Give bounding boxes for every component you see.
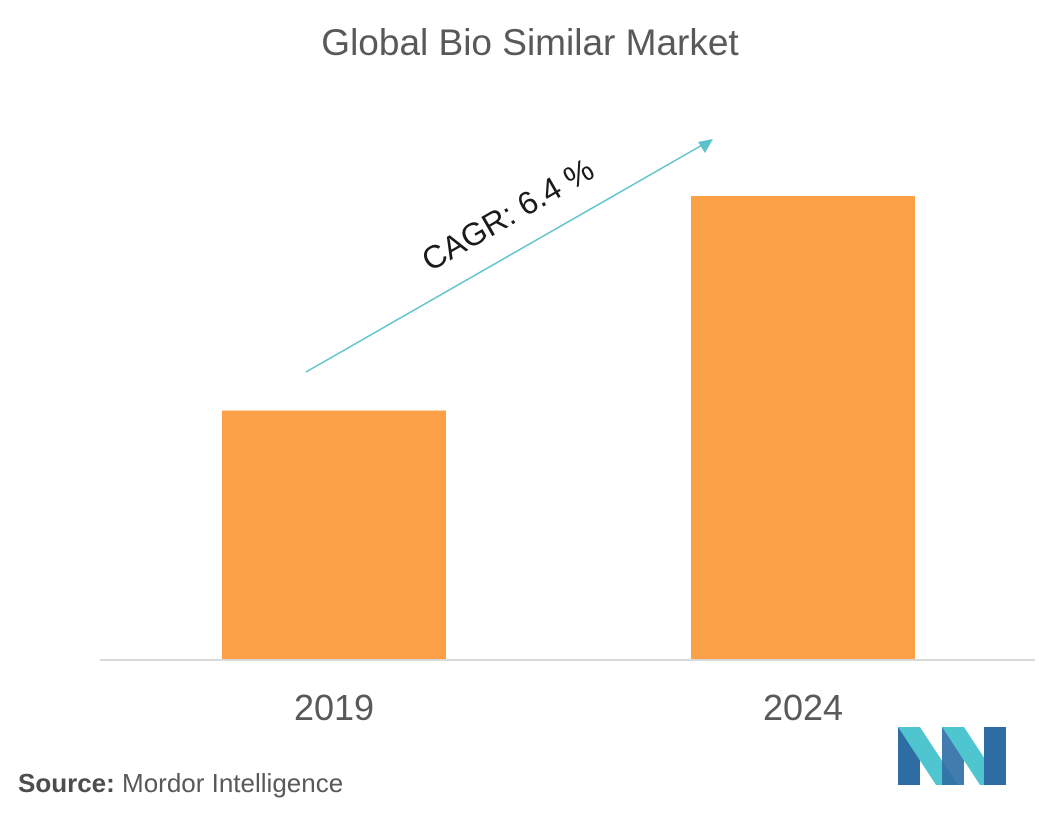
bars-group — [222, 196, 915, 660]
x-tick-labels: 2019 2024 — [294, 687, 843, 728]
x-tick-label-2019: 2019 — [294, 687, 374, 728]
cagr-arrow-head — [698, 139, 713, 153]
cagr-label: CAGR: 6.4 % — [416, 151, 600, 278]
source-text: Mordor Intelligence — [122, 768, 344, 798]
cagr-arrow-line — [305, 143, 705, 373]
source-label: Source: — [18, 768, 115, 798]
source-note: Source: Mordor Intelligence — [18, 768, 343, 799]
cagr-annotation: CAGR: 6.4 % — [305, 139, 713, 373]
bar-2019 — [222, 410, 446, 660]
x-tick-label-2024: 2024 — [763, 687, 843, 728]
chart-title: Global Bio Similar Market — [321, 22, 739, 63]
bar-2024 — [691, 196, 915, 660]
mordor-intelligence-logo-icon — [898, 727, 1006, 785]
